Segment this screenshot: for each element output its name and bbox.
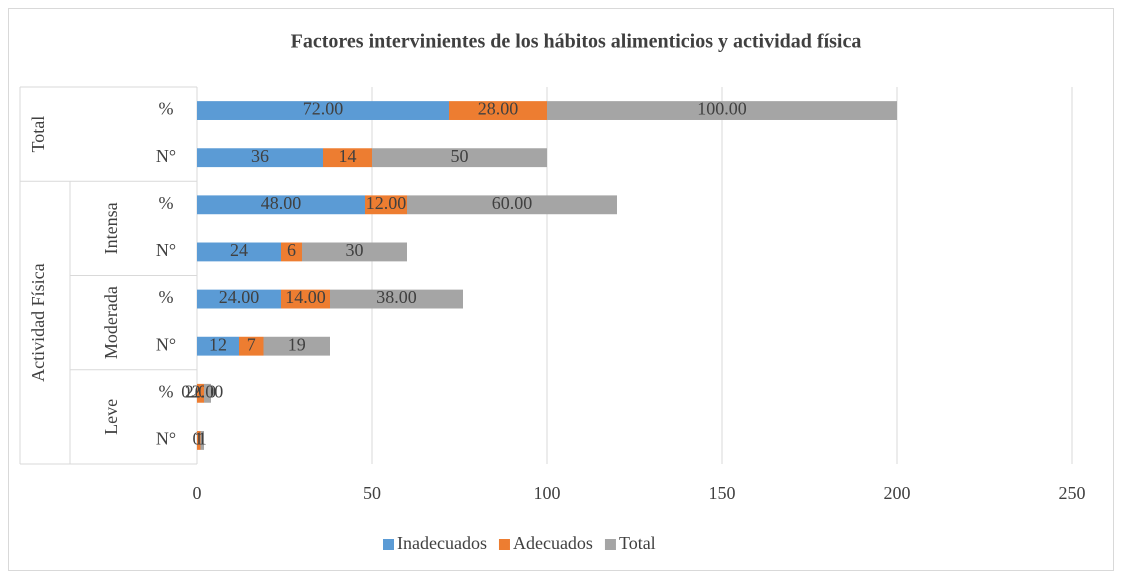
data-label: 38.00 — [376, 287, 417, 307]
bar-segment — [372, 148, 547, 168]
chart-border — [8, 8, 1114, 571]
data-label: 6 — [287, 240, 296, 260]
data-label: 7 — [247, 334, 256, 354]
data-label: 30 — [346, 240, 364, 260]
data-label: 24.00 — [219, 287, 260, 307]
subgroup-label: Moderada — [101, 286, 121, 359]
bar-segment — [323, 148, 372, 168]
category-label: N° — [156, 334, 176, 354]
data-label: 2.00 — [192, 381, 224, 401]
data-label: 48.00 — [261, 193, 302, 213]
legend-swatch — [498, 539, 510, 550]
legend-label: Total — [619, 533, 656, 553]
bar-segment — [365, 195, 407, 215]
bar-segment — [281, 289, 330, 309]
bar-segment — [197, 101, 449, 120]
x-tick-label: 0 — [193, 483, 202, 503]
bar-segment — [263, 336, 330, 356]
x-tick-label: 250 — [1059, 483, 1086, 503]
group-label: Actividad Física — [28, 263, 48, 381]
data-label: 36 — [251, 146, 269, 166]
data-label: 12.00 — [366, 193, 407, 213]
data-label: 14 — [339, 146, 357, 166]
category-label: N° — [156, 146, 176, 166]
bar-segment — [239, 336, 264, 356]
bar-segment — [407, 195, 617, 215]
bar-segment — [197, 148, 323, 168]
bar-segment — [330, 289, 463, 309]
bar-segment — [547, 101, 897, 120]
subgroup-label: Leve — [101, 399, 121, 435]
data-label: 72.00 — [303, 99, 344, 119]
category-label: % — [159, 99, 174, 119]
data-label: 14.00 — [285, 287, 326, 307]
category-label: % — [159, 287, 174, 307]
bar-segment — [197, 195, 365, 215]
subgroup-label: Intensa — [101, 202, 121, 254]
data-label: 60.00 — [492, 193, 533, 213]
x-tick-label: 50 — [363, 483, 381, 503]
data-label: 50 — [451, 146, 469, 166]
bar-segment — [200, 431, 204, 450]
bar-segment — [197, 242, 281, 262]
bar-segment — [449, 101, 547, 120]
x-tick-label: 100 — [534, 483, 561, 503]
legend-label: Adecuados — [513, 533, 593, 553]
legend-label: Inadecuados — [397, 533, 487, 553]
bar-segment — [281, 242, 302, 262]
data-label: 24 — [230, 240, 248, 260]
category-label: N° — [156, 429, 176, 449]
data-label: 28.00 — [478, 99, 519, 119]
bar-segment — [204, 383, 211, 403]
x-tick-label: 200 — [884, 483, 911, 503]
data-label: 1 — [198, 429, 207, 449]
bar-segment — [302, 242, 407, 262]
x-tick-label: 150 — [709, 483, 736, 503]
bar-segment — [197, 289, 281, 309]
data-label: 19 — [288, 334, 306, 354]
category-label: % — [159, 381, 174, 401]
legend-swatch — [383, 539, 394, 550]
category-label: N° — [156, 240, 176, 260]
category-label: % — [159, 193, 174, 213]
bar-segment — [197, 431, 201, 450]
chart-title: Factores intervinientes de los hábitos a… — [291, 31, 862, 53]
bar-segment — [197, 383, 204, 403]
data-label: 12 — [209, 334, 227, 354]
bar-segment — [197, 336, 239, 356]
legend-swatch — [604, 539, 616, 550]
data-label: 100.00 — [697, 99, 747, 119]
group-label: Total — [28, 116, 48, 153]
data-label: 1 — [194, 429, 203, 449]
